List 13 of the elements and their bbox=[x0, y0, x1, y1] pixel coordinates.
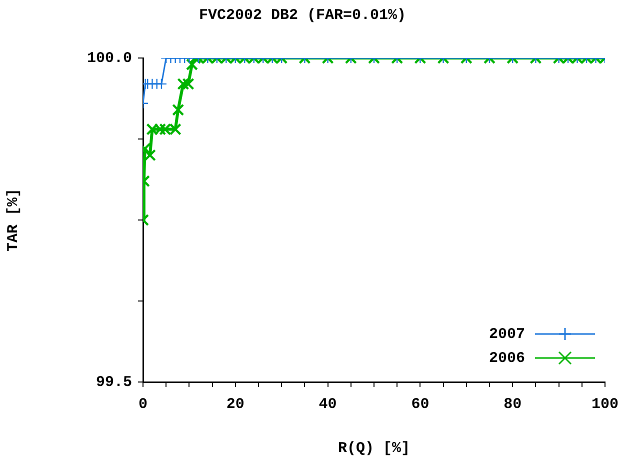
legend-label: 2007 bbox=[488, 326, 526, 343]
x-tick-label: 40 bbox=[318, 396, 337, 413]
x-tick-label: 80 bbox=[504, 396, 522, 413]
x-tick-label: 60 bbox=[411, 396, 430, 413]
x-tick-label: 100 bbox=[591, 396, 619, 413]
legend-label: 2006 bbox=[488, 350, 526, 367]
y-tick-label: 99.5 bbox=[96, 374, 132, 391]
chart-title: FVC2002 DB2 (FAR=0.01%) bbox=[198, 6, 406, 24]
x-tick-label: 20 bbox=[226, 396, 244, 413]
y-tick-label: 100.0 bbox=[86, 50, 132, 67]
x-axis-title: R(Q) [%] bbox=[338, 440, 410, 457]
y-axis-title: TAR [%] bbox=[4, 188, 22, 252]
x-tick-label: 0 bbox=[138, 396, 148, 413]
